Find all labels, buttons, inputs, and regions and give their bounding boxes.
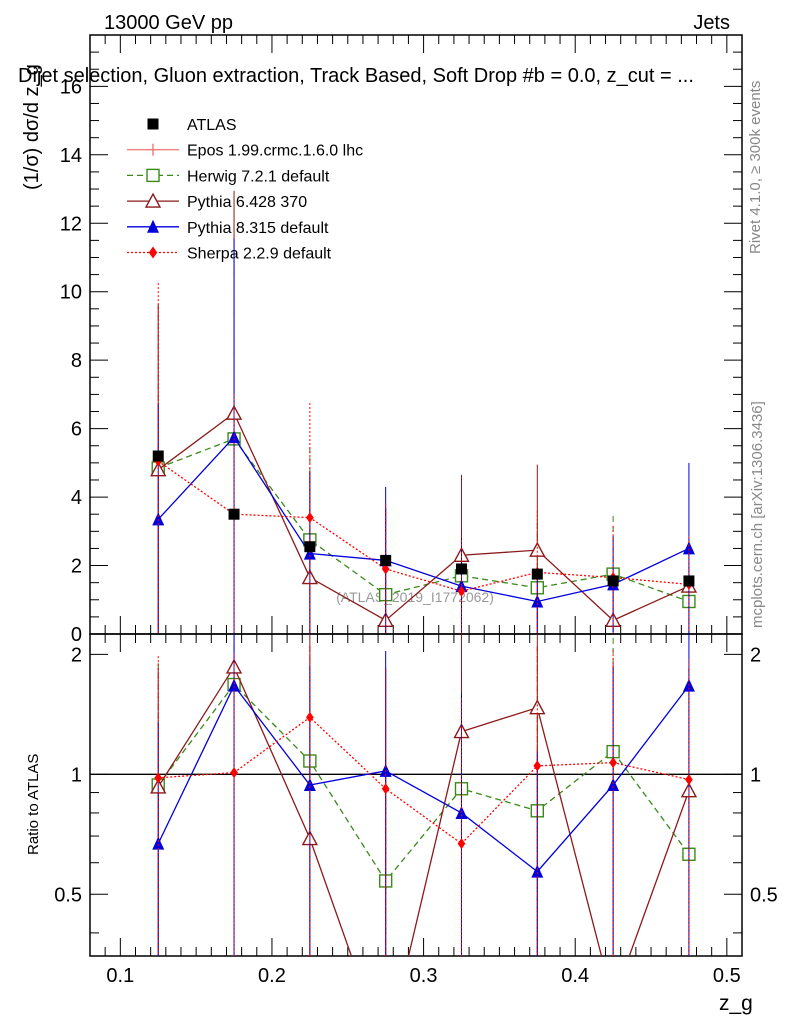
main-series-line <box>157 460 689 592</box>
legend-marker <box>147 118 159 130</box>
x-tick-label: 0.2 <box>258 965 286 987</box>
main-x-axis <box>89 35 743 634</box>
ratio-y-tick-label-right: 0.5 <box>750 884 778 906</box>
main-data-point <box>531 568 543 580</box>
main-y-tick-label: 16 <box>60 76 82 98</box>
main-y-tick-label: 14 <box>60 145 82 167</box>
main-y-label: (1/σ) dσ/d z_g <box>21 64 43 190</box>
main-data-point <box>683 575 695 587</box>
main-y-tick-label: 0 <box>71 624 82 646</box>
ratio-data-point <box>529 699 546 715</box>
main-data-point <box>152 512 165 526</box>
main-data-point <box>531 594 544 608</box>
main-y-tick-label: 10 <box>60 282 82 304</box>
legend-marker <box>144 192 162 208</box>
ratio-data-point <box>531 864 544 878</box>
ratio-data-point <box>154 772 163 784</box>
main-data-point <box>303 546 316 560</box>
legend-entry: Pythia 8.315 default <box>127 219 329 237</box>
ratio-data-point <box>152 836 165 850</box>
main-series-line <box>157 436 690 603</box>
ratio-data-point <box>685 774 693 786</box>
legend-marker <box>146 168 160 183</box>
main-data-point <box>682 541 695 555</box>
legend-entry: Epos 1.99.crmc.1.6.0 lhc <box>127 143 363 160</box>
ratio-y-tick-label: 2 <box>71 644 82 666</box>
legend-entry: Herwig 7.2.1 default <box>127 168 330 185</box>
rivet-label: Rivet 4.1.0, ≥ 300k events <box>747 81 764 254</box>
ratio-data-point <box>381 783 390 795</box>
main-data-point <box>607 575 619 587</box>
plot-title: Dijet selection, Gluon extraction, Track… <box>18 65 694 87</box>
legend: ATLAS Epos 1.99.crmc.1.6.0 lhc Herwig 7.2.… <box>127 117 363 263</box>
legend-marker <box>148 246 158 259</box>
ratio-data-point <box>609 757 617 769</box>
x-tick-label: 0.3 <box>410 965 438 987</box>
main-data-point <box>455 563 467 575</box>
x-tick-label: 0.5 <box>713 965 741 987</box>
legend-label: Pythia 8.315 default <box>187 220 329 237</box>
main-series-line <box>157 412 690 622</box>
legend-label: ATLAS <box>187 117 237 134</box>
legend-label: Epos 1.99.crmc.1.6.0 lhc <box>187 143 363 160</box>
x-axis-label: z_g <box>719 992 753 1015</box>
main-data-point <box>380 554 392 566</box>
ratio-x-axis: 0.1 0.2 0.3 0.4 0.5 <box>89 634 743 987</box>
ratio-series-line <box>157 665 690 956</box>
ratio-series-line <box>157 683 690 883</box>
legend-entry: Pythia 6.428 370 <box>127 192 307 211</box>
ratio-y-label: Ratio to ATLAS <box>25 754 42 855</box>
main-series-atlas <box>152 450 695 587</box>
ratio-series-line <box>158 716 690 845</box>
x-tick-label: 0.4 <box>561 965 589 987</box>
main-y-axis: 0 2 4 6 8 10 12 14 16 <box>60 51 742 646</box>
ratio-panel: 0.5 0.5 1 1 2 2 0.1 0.2 0.3 0.4 0.5 Ratio to ATLA… <box>25 633 778 987</box>
legend-entry: Sherpa 2.2.9 default <box>127 246 332 263</box>
ratio-data-point <box>457 838 466 850</box>
ratio-y-tick-label-right: 2 <box>750 644 761 666</box>
legend-marker <box>147 143 159 156</box>
main-data-point <box>228 430 241 444</box>
main-y-tick-label: 8 <box>71 350 82 372</box>
ratio-series-sherpa <box>154 645 693 956</box>
main-data-point <box>228 508 240 520</box>
header-energy: 13000 GeV pp <box>104 12 233 34</box>
main-series-group <box>150 190 698 634</box>
ratio-frame <box>89 633 743 957</box>
ratio-data-point <box>533 760 542 772</box>
ratio-y-tick-label: 0.5 <box>54 884 82 906</box>
ratio-series-group <box>150 634 698 956</box>
main-data-point <box>152 450 164 462</box>
ratio-data-point <box>303 778 316 792</box>
legend-label: Pythia 6.428 370 <box>187 194 307 211</box>
main-y-tick-label: 2 <box>71 556 82 578</box>
x-tick-label: 0.1 <box>106 965 134 987</box>
legend-marker <box>147 219 159 233</box>
ratio-series-line <box>157 684 690 873</box>
mcplots-label: mcplots.cern.ch [arXiv:1306.3436] <box>749 401 766 628</box>
main-data-point <box>381 563 390 575</box>
main-data-point <box>304 541 316 553</box>
ratio-data-point <box>607 778 620 792</box>
main-y-tick-label: 4 <box>71 487 82 509</box>
legend-label: Herwig 7.2.1 default <box>187 168 330 185</box>
ratio-y-axis: 0.5 0.5 1 1 2 2 <box>54 644 778 934</box>
main-y-tick-label: 12 <box>60 213 82 235</box>
ratio-data-point <box>306 711 314 723</box>
ratio-y-tick-label: 1 <box>71 764 82 786</box>
main-panel: 0 2 4 6 8 10 12 14 16 (1/σ) dσ/d z_g <box>21 34 743 646</box>
main-data-point <box>457 585 466 597</box>
legend-entry: ATLAS <box>147 117 237 134</box>
header-process: Jets <box>693 12 730 34</box>
ratio-data-point <box>228 678 241 692</box>
main-data-point <box>529 541 546 557</box>
main-data-point <box>306 512 314 524</box>
main-y-tick-label: 6 <box>71 419 82 441</box>
ratio-y-tick-label-right: 1 <box>750 764 761 786</box>
ratio-data-point <box>230 767 238 779</box>
watermark: (ATLAS_2019_I1772062) <box>336 589 494 605</box>
legend-label: Sherpa 2.2.9 default <box>187 246 332 263</box>
